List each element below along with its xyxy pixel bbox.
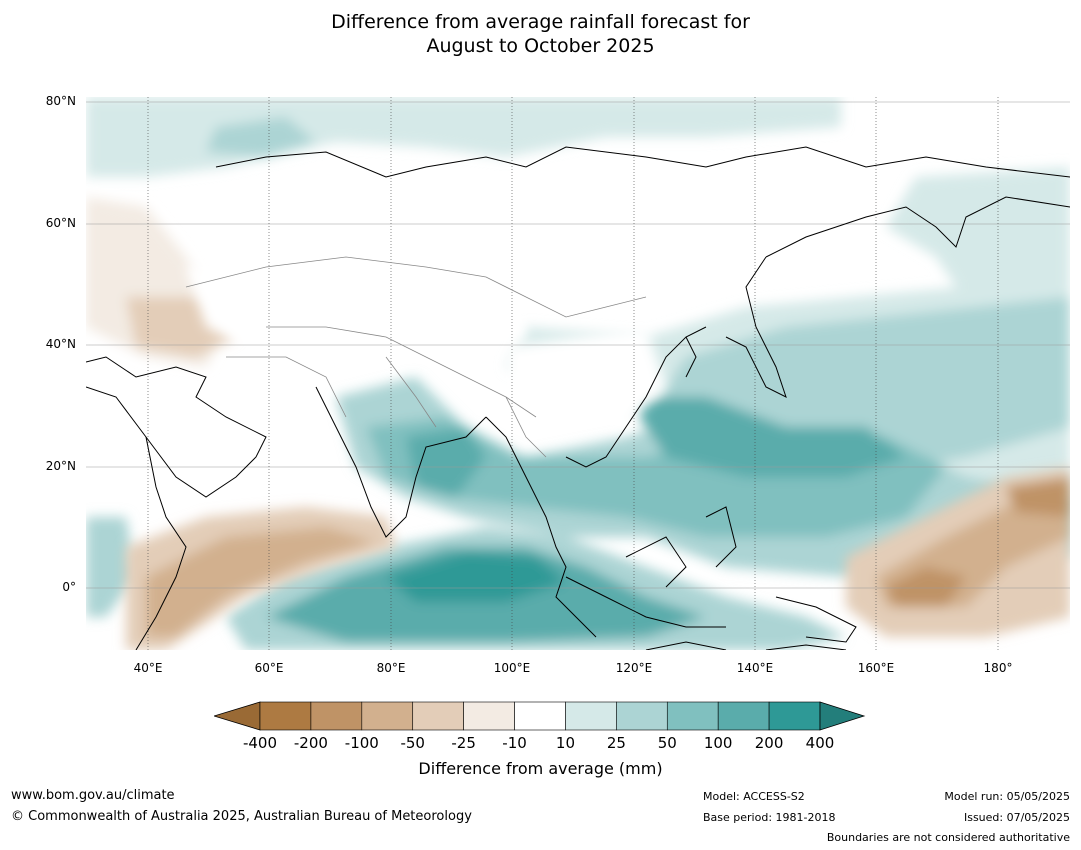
colorbar: [214, 701, 866, 731]
coast-china: [565, 326, 707, 468]
neutral-areas: [186, 257, 666, 427]
lon-label-120e: 120°E: [615, 661, 653, 675]
dry-arabian-sea-mid: [146, 527, 376, 637]
colorbar-segment: [666, 701, 719, 731]
lon-label-160e: 160°E: [857, 661, 895, 675]
colorbar-label: Difference from average (mm): [418, 759, 663, 778]
colorbar-tick-label: 10: [555, 734, 575, 752]
title-line-2: August to October 2025: [426, 35, 655, 57]
coast-india: [315, 386, 487, 538]
lat-label-20n: 20°N: [45, 459, 76, 473]
country-borders: [185, 256, 647, 458]
colorbar-low-extend: [214, 701, 261, 731]
coast-arctic: [215, 146, 1070, 178]
dry-central-pacific-core: [886, 567, 966, 607]
coast-africa-arabia: [86, 356, 267, 498]
dry-pacific-east-core: [1006, 477, 1070, 517]
coast-east-africa: [135, 436, 187, 650]
coast-indonesia: [565, 506, 737, 628]
lon-label-60e: 60°E: [254, 661, 284, 675]
colorbar-segment: [463, 701, 515, 731]
website-link[interactable]: www.bom.gov.au/climate: [11, 788, 175, 803]
lon-label-140e: 140°E: [736, 661, 774, 675]
colorbar-segment: [259, 701, 312, 731]
lat-label-40n: 40°N: [45, 337, 76, 351]
colorbar-segment: [768, 701, 821, 731]
wet-east-siberia: [886, 167, 1070, 317]
colorbar-tick-label: 100: [703, 734, 733, 752]
coast-russia-east: [765, 196, 1070, 258]
colorbar-tick-label: 200: [754, 734, 784, 752]
colorbar-segment: [361, 701, 414, 731]
wet-pacific-mid: [626, 397, 906, 477]
lat-label-60n: 60°N: [45, 216, 76, 230]
model-run-text: Model run: 05/05/2025: [944, 790, 1070, 803]
neutral-central-asia: [186, 257, 526, 367]
copyright-text: © Commonwealth of Australia 2025, Austra…: [11, 809, 472, 824]
rainfall-anomaly-map: [86, 97, 1070, 650]
coastlines: [86, 146, 1070, 650]
neutral-china: [506, 327, 666, 427]
wet-east-africa: [86, 517, 136, 617]
colorbar-tick-label: 25: [606, 734, 626, 752]
colorbar-segment: [717, 701, 770, 731]
lat-label-0: 0°: [62, 580, 76, 594]
map-svg: [86, 97, 1070, 650]
colorbar-tick-label: 400: [805, 734, 835, 752]
issued-text: Issued: 07/05/2025: [963, 811, 1070, 824]
model-text: Model: ACCESS-S2: [703, 790, 805, 803]
colorbar-segments: [259, 701, 821, 731]
lat-label-80n: 80°N: [45, 94, 76, 108]
colorbar-high-extend: [819, 701, 866, 731]
lon-label-40e: 40°E: [133, 661, 163, 675]
title-line-1: Difference from average rainfall forecas…: [331, 11, 750, 33]
colorbar-tick-label: -50: [400, 734, 425, 752]
wet-indian-ocean-core: [386, 552, 566, 602]
colorbar-tick-label: -100: [344, 734, 379, 752]
wet-bay-of-bengal: [406, 427, 486, 497]
colorbar-segment: [616, 701, 668, 731]
colorbar-tick-label: -25: [451, 734, 476, 752]
disclaimer-text: Boundaries are not considered authoritat…: [826, 831, 1070, 844]
lon-label-80e: 80°E: [376, 661, 406, 675]
colorbar-segment: [310, 701, 363, 731]
base-period-text: Base period: 1981-2018: [703, 811, 836, 824]
dry-anomaly-areas: [86, 197, 1070, 650]
colorbar-segment: [565, 701, 617, 731]
chart-title: Difference from average rainfall forecas…: [0, 10, 1081, 58]
colorbar-tick-label: -10: [502, 734, 527, 752]
coast-australia-north: [645, 641, 847, 650]
wet-scandinavia: [206, 117, 316, 157]
wet-arctic-band: [86, 97, 841, 177]
coast-korea-japan: [685, 256, 787, 398]
colorbar-segment: [412, 701, 464, 731]
colorbar-tick-label: -400: [242, 734, 278, 752]
colorbar-tick-label: -200: [293, 734, 328, 752]
colorbar-segment: [514, 701, 566, 731]
coast-new-guinea: [775, 596, 857, 643]
lon-label-180: 180°: [983, 661, 1013, 675]
coast-se-asia: [485, 416, 597, 638]
graticule: [86, 101, 1070, 589]
lon-label-100e: 100°E: [493, 661, 531, 675]
colorbar-tick-label: 50: [657, 734, 677, 752]
